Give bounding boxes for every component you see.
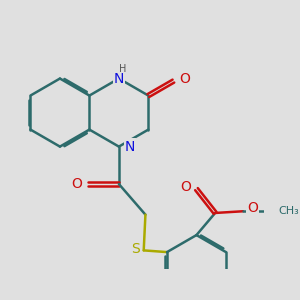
Text: O: O (71, 177, 82, 191)
Text: O: O (247, 201, 258, 215)
Text: S: S (132, 242, 140, 256)
Text: CH₃: CH₃ (279, 206, 300, 216)
Text: O: O (181, 180, 191, 194)
Text: N: N (114, 71, 124, 85)
Text: O: O (179, 72, 191, 86)
Text: N: N (125, 140, 135, 154)
Text: H: H (119, 64, 127, 74)
